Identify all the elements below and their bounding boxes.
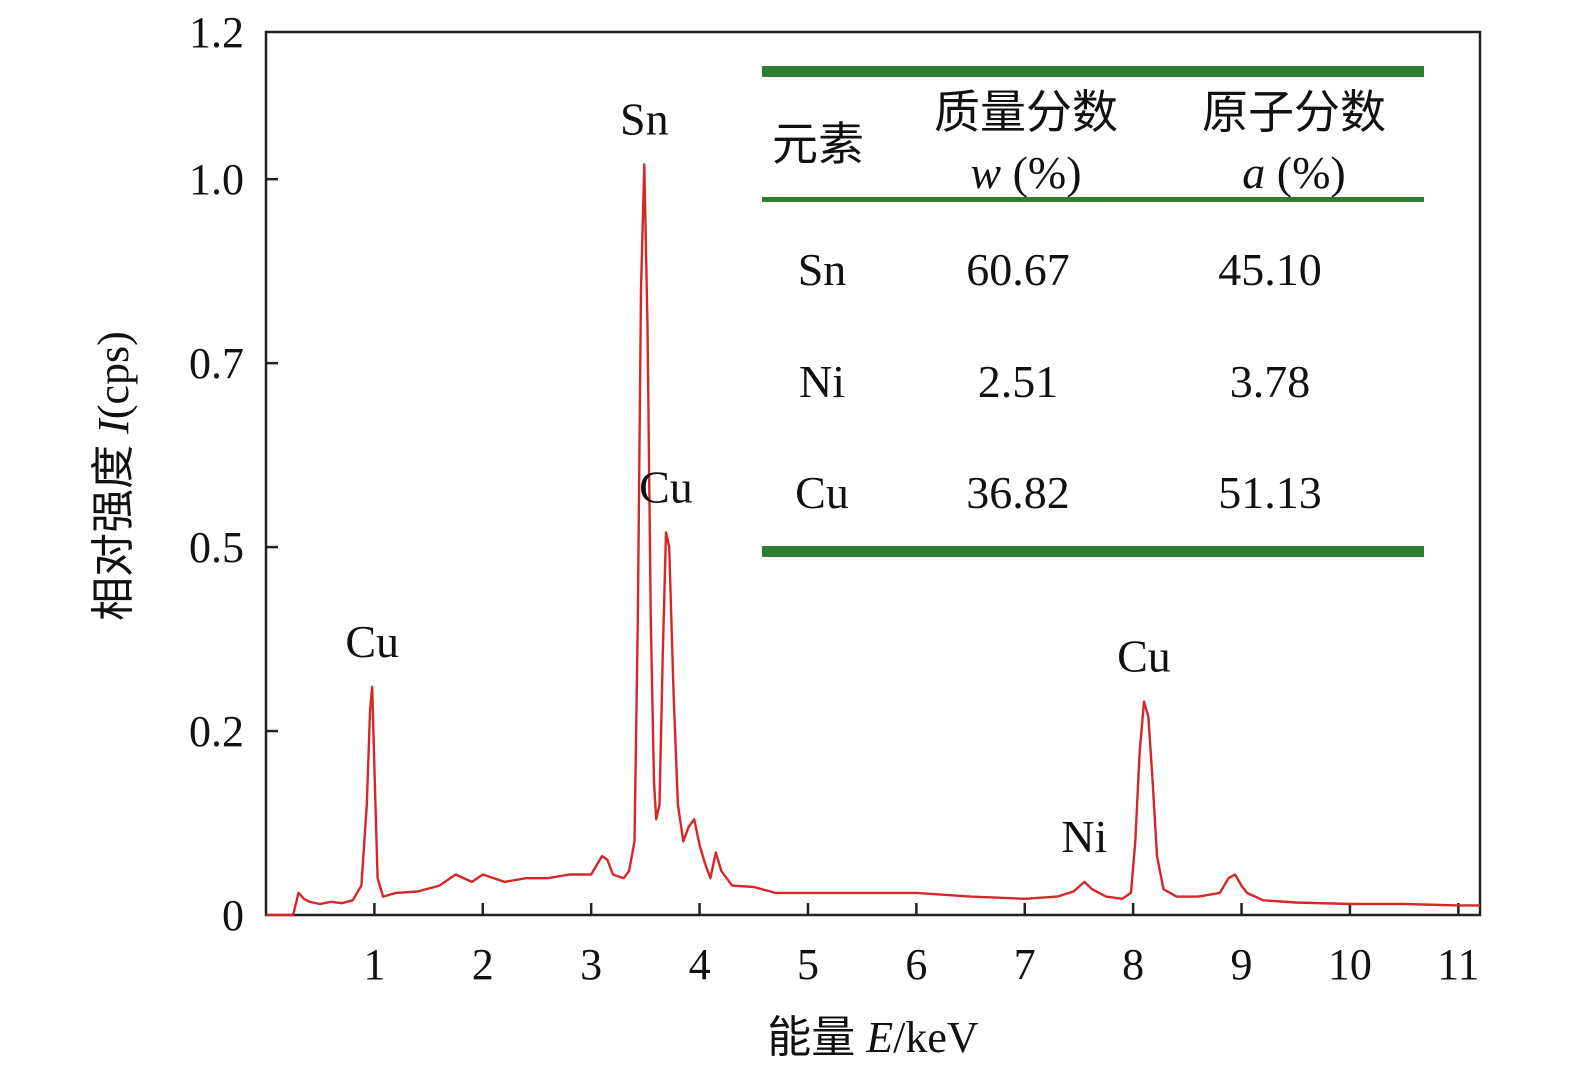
- row-mass: 36.82: [966, 467, 1070, 518]
- atomic-symbol: a: [1242, 147, 1265, 198]
- x-tick-label: 7: [1014, 940, 1036, 989]
- table-row: Sn 60.67 45.10: [798, 244, 1322, 295]
- y-axis-label-prefix: 相对强度: [89, 434, 138, 621]
- y-axis-label-suffix: (cps): [89, 331, 138, 419]
- table-header-rule: [762, 197, 1424, 202]
- x-tick-label: 11: [1437, 940, 1479, 989]
- peak-label: Cu: [639, 461, 693, 512]
- x-axis-label-symbol: E: [865, 1013, 893, 1062]
- row-mass: 2.51: [978, 356, 1059, 407]
- row-atomic: 3.78: [1230, 356, 1311, 407]
- peak-label: Ni: [1061, 811, 1107, 862]
- row-element: Sn: [798, 244, 847, 295]
- series-layer: [266, 163, 1480, 917]
- x-tick-label: 9: [1231, 940, 1253, 989]
- y-tick-label: 0: [222, 891, 244, 940]
- table-row: Cu 36.82 51.13: [795, 467, 1322, 518]
- x-axis-label: 能量 E/keV: [767, 1013, 979, 1062]
- x-axis-ticks: 1 2 3 4 5 6 7 8 9 10 11: [363, 903, 1480, 989]
- x-tick-label: 1: [363, 940, 385, 989]
- table-header-element: 元素: [772, 119, 864, 170]
- atomic-unit: (%): [1265, 147, 1345, 198]
- y-tick-label: 0.7: [189, 339, 244, 388]
- table-header-atomic-title: 原子分数: [1202, 87, 1386, 138]
- row-atomic: 45.10: [1218, 244, 1322, 295]
- table-row: Ni 2.51 3.78: [799, 356, 1310, 407]
- table-header-mass-title: 质量分数: [934, 87, 1118, 138]
- table-header-mass-unit: w (%): [970, 147, 1081, 198]
- x-tick-label: 8: [1122, 940, 1144, 989]
- x-tick-label: 5: [797, 940, 819, 989]
- row-element: Cu: [795, 467, 849, 518]
- mass-symbol: w: [970, 147, 1001, 198]
- x-tick-label: 2: [472, 940, 494, 989]
- table-header-atomic-unit: a (%): [1242, 147, 1345, 198]
- table-bottom-rule: [762, 546, 1424, 557]
- x-tick-label: 3: [580, 940, 602, 989]
- peak-label: Cu: [1117, 631, 1171, 682]
- y-axis-label-symbol: I: [89, 417, 138, 435]
- row-atomic: 51.13: [1218, 467, 1322, 518]
- peak-labels: Cu Sn Cu Ni Cu: [345, 93, 1170, 861]
- y-tick-label: 0.2: [189, 707, 244, 756]
- table-top-rule: [762, 66, 1424, 77]
- x-axis-label-prefix: 能量: [767, 1013, 866, 1062]
- row-element: Ni: [799, 356, 845, 407]
- peak-label: Sn: [620, 93, 669, 144]
- row-mass: 60.67: [966, 244, 1070, 295]
- y-axis-label: 相对强度 I(cps): [89, 331, 138, 621]
- spectrum-line: [266, 163, 1480, 917]
- x-tick-label: 10: [1328, 940, 1372, 989]
- y-tick-label: 0.5: [189, 523, 244, 572]
- mass-unit: (%): [1001, 147, 1081, 198]
- x-tick-label: 4: [689, 940, 711, 989]
- y-tick-label: 1.2: [189, 8, 244, 57]
- y-axis-ticks: 0 0.2 0.5 0.7 1.0 1.2: [189, 8, 278, 940]
- composition-table: 元素 质量分数 w (%) 原子分数 a (%) Sn 60.67 45.10 …: [762, 66, 1424, 557]
- peak-label: Cu: [345, 616, 399, 667]
- x-tick-label: 6: [905, 940, 927, 989]
- y-tick-label: 1.0: [189, 155, 244, 204]
- x-axis-label-suffix: /keV: [893, 1013, 979, 1062]
- plot-frame: [264, 30, 1482, 917]
